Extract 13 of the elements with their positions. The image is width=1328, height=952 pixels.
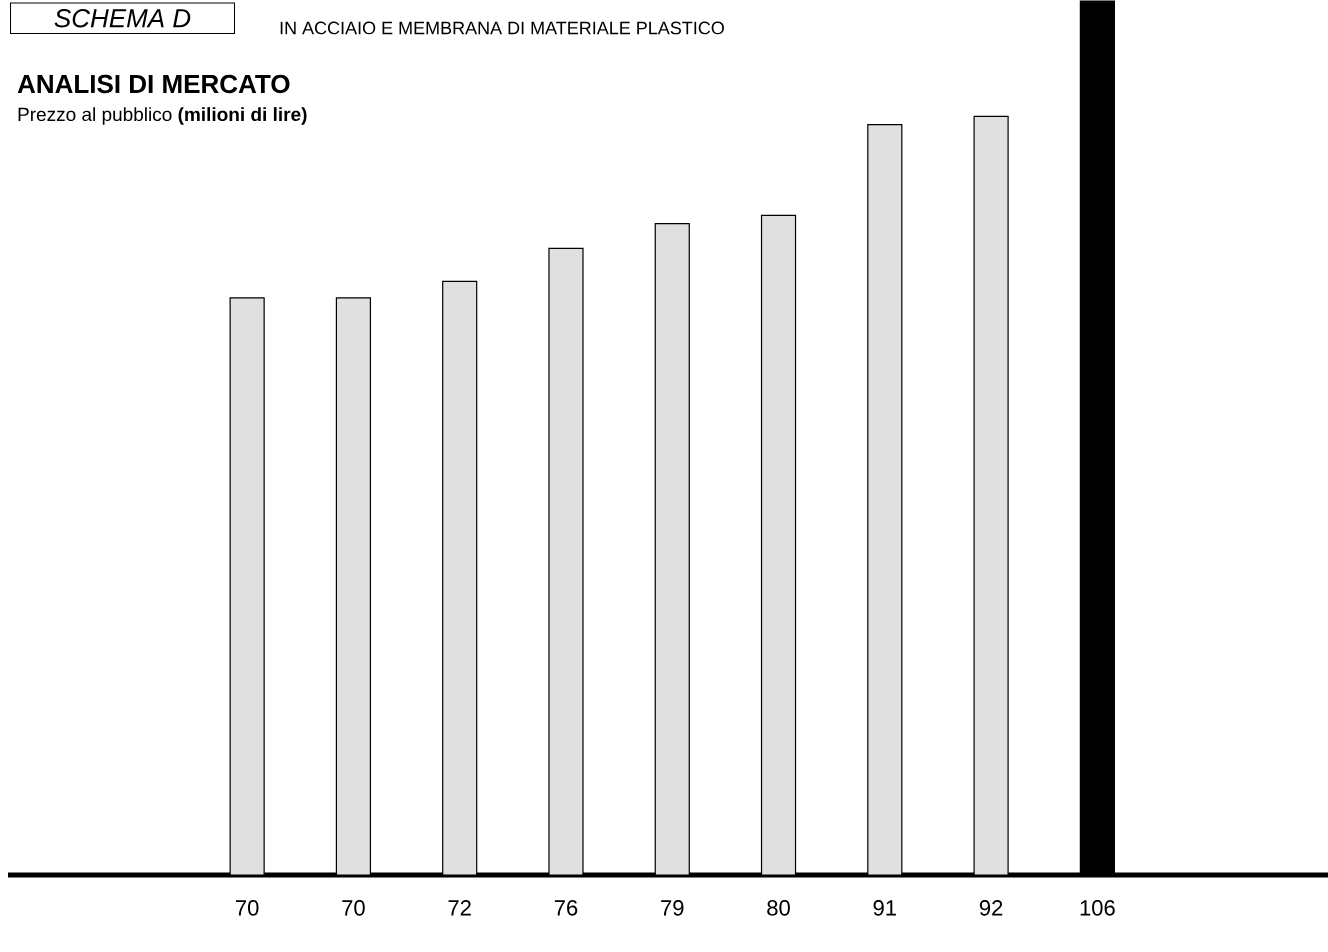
text: ANALISI DI MERCATO [17, 74, 290, 94]
data-label: 72 [448, 900, 471, 916]
text: Prezzo al pubblico (milioni di lire) [18, 107, 307, 125]
data-label: 106 [1080, 900, 1115, 916]
annotation: IN ACCIAIO E MEMBRANA DI MATERIALE PLASTICO [280, 21, 724, 35]
data-label: 92 [979, 900, 1003, 916]
text: SCHEMA D [54, 9, 191, 28]
data-label: 80 [767, 900, 790, 916]
data-label: 79 [661, 900, 684, 916]
data-label: 70 [236, 900, 259, 916]
data-label: 76 [554, 900, 578, 916]
data-label: 70 [342, 900, 365, 916]
data-label: 91 [873, 900, 896, 916]
